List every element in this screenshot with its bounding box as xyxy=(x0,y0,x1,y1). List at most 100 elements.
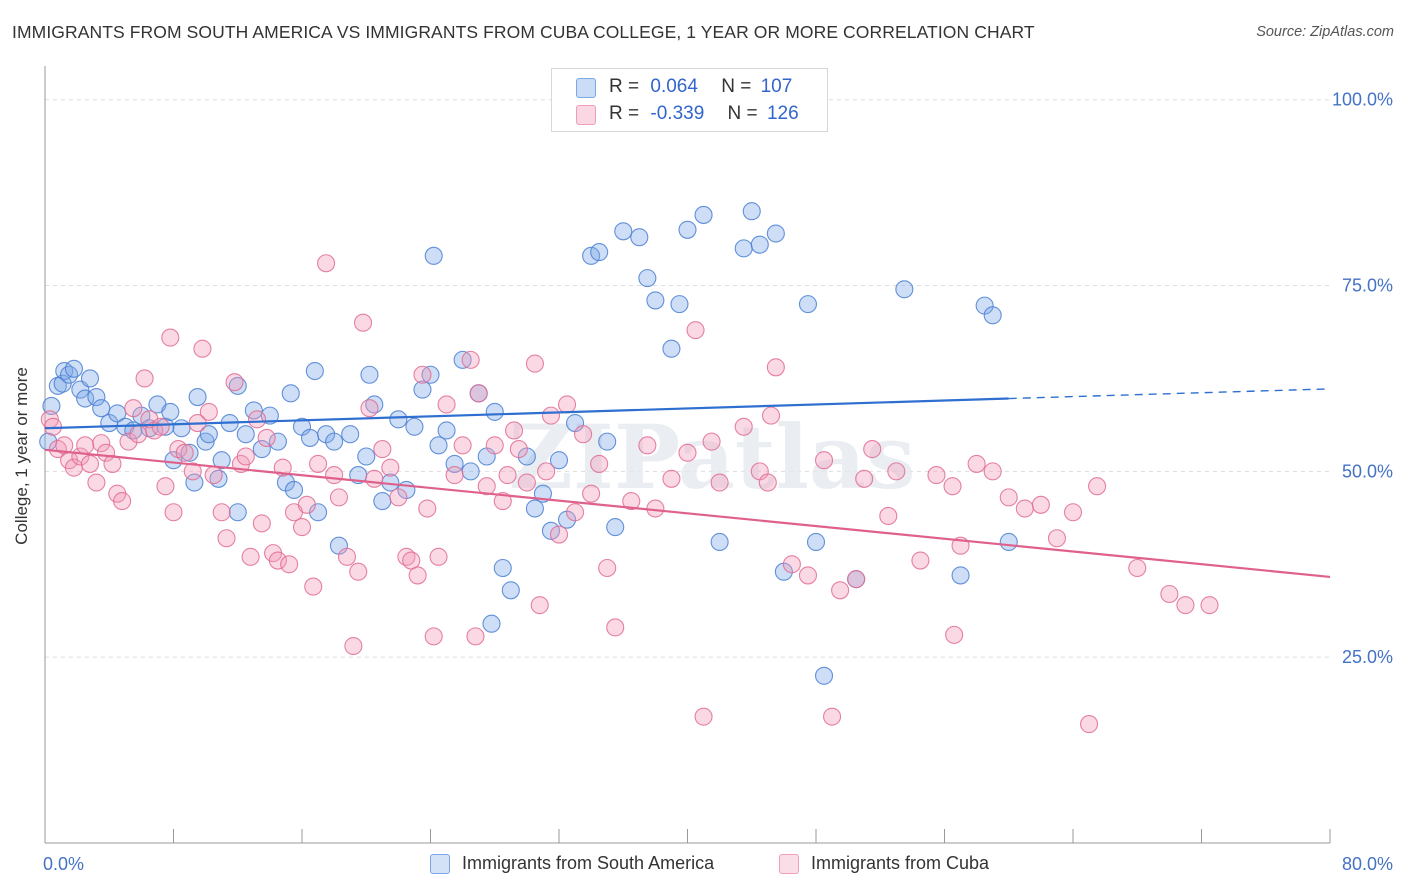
point-south-america xyxy=(662,339,681,358)
point-cuba xyxy=(622,492,641,511)
legend-n-value: 126 xyxy=(766,103,799,124)
point-cuba xyxy=(113,492,132,511)
point-cuba xyxy=(911,551,930,570)
bottom-legend-label: Immigrants from Cuba xyxy=(811,853,990,873)
point-cuba xyxy=(297,495,316,514)
legend-r-value: -0.339 xyxy=(650,103,705,124)
point-cuba xyxy=(831,581,850,600)
point-south-america xyxy=(284,480,304,499)
point-cuba xyxy=(365,469,384,488)
point-cuba xyxy=(525,354,544,373)
point-south-america xyxy=(983,306,1002,325)
point-cuba xyxy=(80,454,100,473)
legend-r-label: R = xyxy=(609,103,640,124)
point-cuba xyxy=(702,432,721,451)
point-south-america xyxy=(482,614,501,633)
point-cuba xyxy=(466,627,485,646)
point-cuba xyxy=(247,410,267,429)
point-south-america xyxy=(590,243,609,262)
legend-swatch-south-america xyxy=(576,78,596,98)
y-tick-label: 75.0% xyxy=(1342,276,1393,296)
point-south-america xyxy=(188,387,207,407)
trend-line-south-america xyxy=(44,397,1009,430)
point-cuba xyxy=(164,503,183,522)
point-south-america xyxy=(389,410,408,429)
point-cuba xyxy=(1160,584,1179,604)
point-cuba xyxy=(373,440,392,459)
point-south-america xyxy=(87,387,106,407)
axes xyxy=(44,66,1331,844)
legend-r-value: 0.064 xyxy=(650,76,698,97)
point-cuba xyxy=(983,462,1002,481)
point-cuba xyxy=(140,410,159,429)
point-south-america xyxy=(694,205,713,224)
point-south-america xyxy=(236,425,255,444)
point-south-america xyxy=(429,436,448,455)
point-cuba xyxy=(967,454,986,473)
point-cuba xyxy=(606,618,625,637)
watermark: ZIPatlas xyxy=(509,405,916,509)
point-cuba xyxy=(477,477,496,496)
trend-line-extension xyxy=(1008,388,1331,400)
legend-n-label: N = xyxy=(721,76,752,97)
point-cuba xyxy=(429,547,448,566)
point-cuba xyxy=(317,254,336,273)
point-cuba xyxy=(309,454,328,473)
point-cuba xyxy=(445,466,464,485)
point-cuba xyxy=(855,469,874,488)
point-cuba xyxy=(504,421,524,440)
point-south-america xyxy=(638,269,657,288)
point-cuba xyxy=(814,451,834,470)
x-tick-label: 0.0% xyxy=(43,854,84,874)
point-cuba xyxy=(847,570,866,589)
point-cuba xyxy=(485,436,504,455)
point-south-america xyxy=(341,425,360,444)
point-south-america xyxy=(325,432,344,451)
point-cuba xyxy=(598,558,617,578)
point-south-america xyxy=(413,380,432,399)
point-cuba xyxy=(292,518,312,537)
point-south-america xyxy=(678,220,697,239)
point-cuba xyxy=(798,566,818,585)
point-cuba xyxy=(413,365,432,384)
point-south-america xyxy=(598,432,617,451)
point-south-america xyxy=(614,222,633,241)
point-cuba xyxy=(437,395,456,414)
tick-labels: 100.0% 75.0% 50.0% 25.0% 0.0% 80.0% xyxy=(43,90,1393,874)
trend-lines xyxy=(44,388,1331,579)
point-south-america xyxy=(92,399,111,418)
point-cuba xyxy=(509,440,528,459)
point-cuba xyxy=(344,636,363,656)
point-cuba xyxy=(638,436,657,455)
point-cuba xyxy=(537,462,556,481)
point-cuba xyxy=(999,488,1018,507)
point-cuba xyxy=(204,466,223,485)
point-cuba xyxy=(879,506,898,526)
point-cuba xyxy=(678,443,697,462)
point-cuba xyxy=(766,358,785,377)
point-south-america xyxy=(305,361,324,381)
point-cuba xyxy=(549,525,569,544)
point-cuba xyxy=(694,707,713,726)
point-cuba xyxy=(887,462,906,481)
point-cuba xyxy=(710,473,729,492)
point-south-america xyxy=(64,359,83,378)
y-tick-label: 50.0% xyxy=(1342,461,1393,481)
point-cuba xyxy=(574,425,593,444)
point-cuba xyxy=(175,443,194,462)
point-south-america xyxy=(80,369,100,388)
point-cuba xyxy=(943,477,962,496)
point-cuba xyxy=(1128,558,1147,578)
point-cuba xyxy=(280,555,299,574)
point-cuba xyxy=(257,428,276,447)
point-south-america xyxy=(806,532,826,552)
point-cuba xyxy=(217,529,236,548)
point-south-america xyxy=(798,295,818,314)
point-cuba xyxy=(135,369,154,388)
point-south-america xyxy=(180,443,199,462)
point-cuba xyxy=(124,399,143,418)
point-south-america xyxy=(493,558,512,578)
point-cuba xyxy=(566,503,585,522)
point-cuba xyxy=(337,547,357,566)
bottom-legend-swatch xyxy=(430,854,450,874)
